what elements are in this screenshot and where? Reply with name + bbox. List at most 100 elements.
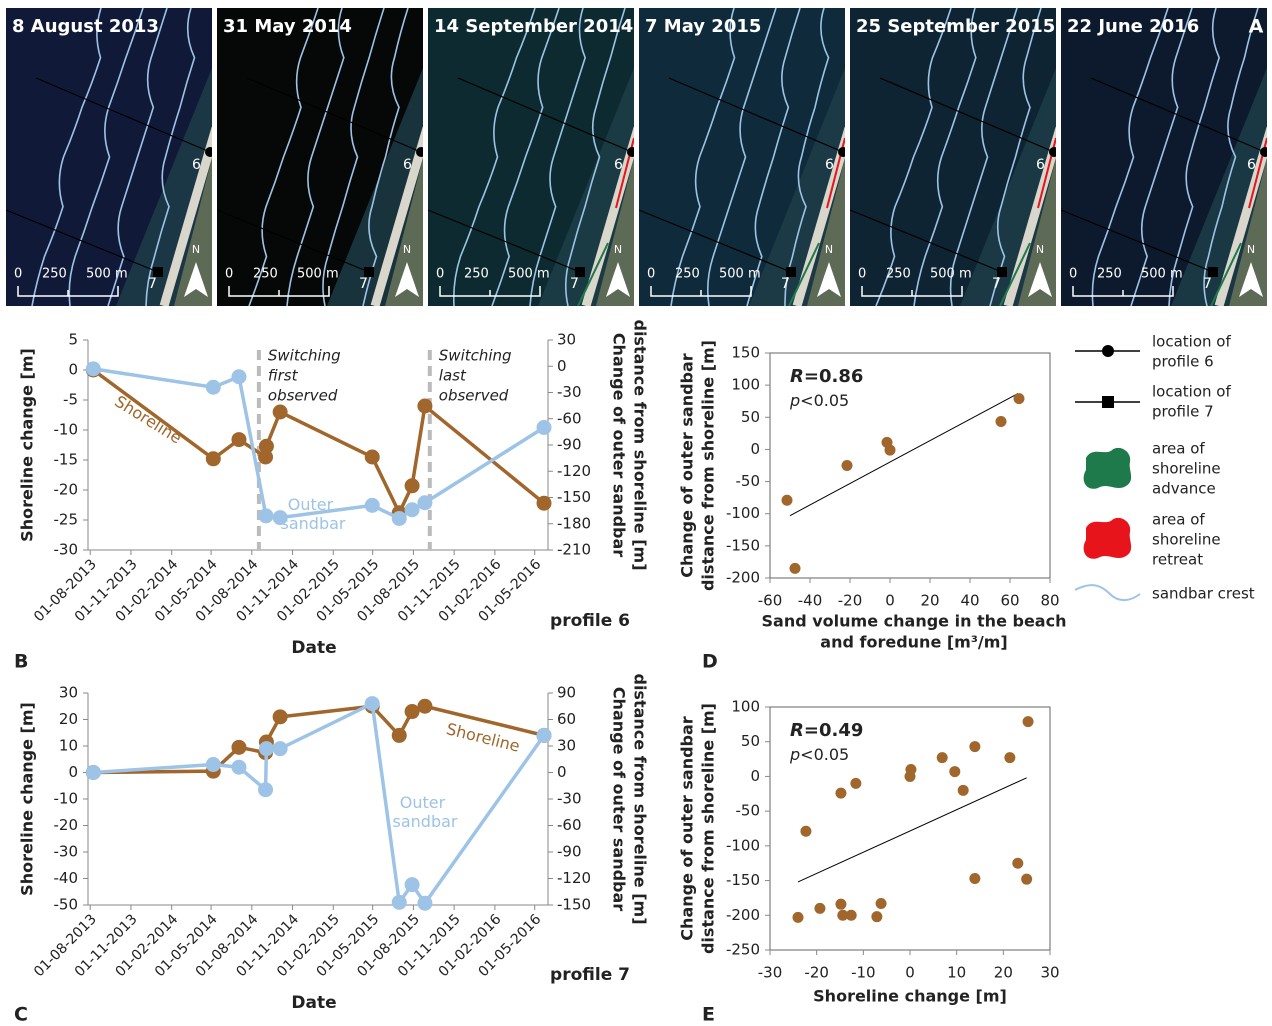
image-tile: 6 7 0 250 500 m N 14 September 2014 — [428, 8, 634, 306]
data-point — [905, 763, 917, 775]
scale-label: 250 — [42, 267, 67, 282]
data-point — [936, 752, 948, 764]
nearshore — [960, 68, 1056, 306]
legend-advance — [1083, 447, 1132, 489]
sandbar-crest — [322, 8, 385, 306]
profile-number: 7 — [359, 276, 368, 292]
y2-tick-label: -210 — [557, 541, 591, 559]
scale-label: 0 — [225, 267, 233, 282]
data-point — [85, 361, 101, 377]
x-axis-label: Date — [291, 993, 336, 1013]
data-point — [1022, 716, 1034, 728]
x-tick-label: 60 — [1000, 592, 1019, 610]
legend-label: retreat — [1152, 551, 1203, 569]
panel-label: A — [1249, 16, 1264, 38]
profile-number: 7 — [570, 276, 579, 292]
legend-circle — [1102, 345, 1114, 357]
y-axis-label: distance from shoreline [m] — [699, 703, 718, 954]
scale-label: 500 m — [930, 267, 972, 282]
y-tick-label: 50 — [741, 732, 760, 750]
image-date: 7 May 2015 — [645, 16, 761, 37]
scale-label: 250 — [1097, 267, 1122, 282]
y-tick-label: 100 — [731, 376, 760, 394]
y-tick-label: 0 — [750, 440, 760, 458]
data-point — [789, 562, 801, 574]
profile-number: 6 — [1247, 157, 1256, 173]
sandbar-crest — [670, 8, 736, 306]
data-point — [845, 909, 857, 921]
data-point — [205, 379, 221, 395]
scale-bar — [439, 286, 541, 297]
nearshore — [1171, 68, 1267, 306]
x-axis-label: and foredune [m³/m] — [820, 633, 1007, 652]
data-point — [835, 787, 847, 799]
y-tick-label: -100 — [726, 504, 760, 522]
legend-label: profile 6 — [1152, 353, 1214, 371]
data-point — [835, 898, 847, 910]
y2-tick-label: -60 — [557, 409, 582, 427]
image-tile: 6 7 0 250 500 m N 7 May 2015 — [639, 8, 845, 306]
y2-axis-label: Change of outer sandbar — [610, 687, 629, 911]
legend-label: location of — [1152, 383, 1231, 401]
profile-number: 7 — [1203, 276, 1212, 292]
y2-tick-label: -180 — [557, 514, 591, 532]
profile-number: 6 — [192, 157, 201, 173]
x-tick-label: -20 — [804, 964, 829, 982]
x-axis-label: Sand volume change in the beach — [762, 612, 1067, 631]
north-label: N — [1247, 243, 1255, 256]
data-point — [231, 369, 247, 385]
image-tile: 6 7 0 250 500 m N 8 August 2013 — [6, 8, 212, 306]
sandbar-crest — [286, 8, 345, 306]
panel-label: E — [702, 1004, 715, 1026]
legend-label: advance — [1152, 480, 1216, 498]
annotation-text: last — [439, 367, 467, 385]
data-point — [1013, 393, 1025, 405]
legend-label: area of — [1152, 511, 1205, 529]
data-point — [536, 420, 552, 435]
scale-label: 0 — [436, 267, 444, 282]
image-tile: 6 7 0 250 500 m N 22 June 2016 — [1061, 8, 1267, 306]
y-tick-label: 50 — [741, 408, 760, 426]
x-tick-label: 0 — [885, 592, 895, 610]
sandbar-crest — [452, 8, 536, 306]
profile-marker — [1260, 147, 1267, 157]
legend-crest — [1074, 584, 1141, 601]
y-axis-label: Shoreline change [m] — [18, 348, 37, 542]
data-point — [258, 508, 274, 524]
y2-axis-label: distance from shoreline [m] — [631, 673, 650, 924]
profile-marker — [1208, 267, 1218, 277]
y-tick-label: -40 — [54, 869, 79, 887]
sandbar-crest — [145, 8, 196, 306]
y-axis-label: Change of outer sandbar — [678, 353, 697, 577]
advance-strip — [788, 242, 820, 306]
data-point — [850, 777, 862, 789]
data-point — [231, 432, 247, 448]
data-point — [957, 784, 969, 796]
data-point — [884, 444, 896, 456]
data-point — [258, 741, 274, 757]
data-point — [205, 757, 221, 773]
x-tick-label: -30 — [758, 964, 783, 982]
profile-label: profile 7 — [550, 965, 630, 985]
profile-marker — [575, 267, 585, 277]
data-point — [871, 911, 883, 923]
profile-marker — [627, 147, 634, 157]
sandbar-crest — [107, 8, 168, 306]
y2-tick-label: 0 — [557, 763, 567, 781]
north-arrow — [1028, 262, 1052, 297]
data-point — [841, 460, 853, 471]
scale-bar — [228, 286, 330, 297]
profile-line — [1090, 77, 1266, 153]
image-panels: 6 7 0 250 500 m N 8 August 2013 6 7 0 250 500 m N 31 … — [6, 8, 1267, 306]
y2-tick-label: 30 — [557, 737, 576, 755]
data-point — [1012, 857, 1024, 869]
y2-tick-label: 60 — [557, 710, 576, 728]
y-tick-label: -15 — [54, 451, 79, 469]
stat-label: p<0.05 — [789, 391, 849, 410]
land — [807, 158, 845, 306]
profile-line — [35, 77, 211, 153]
y2-tick-label: -120 — [557, 462, 591, 480]
data-point — [995, 415, 1007, 427]
y-tick-label: 150 — [731, 344, 760, 362]
